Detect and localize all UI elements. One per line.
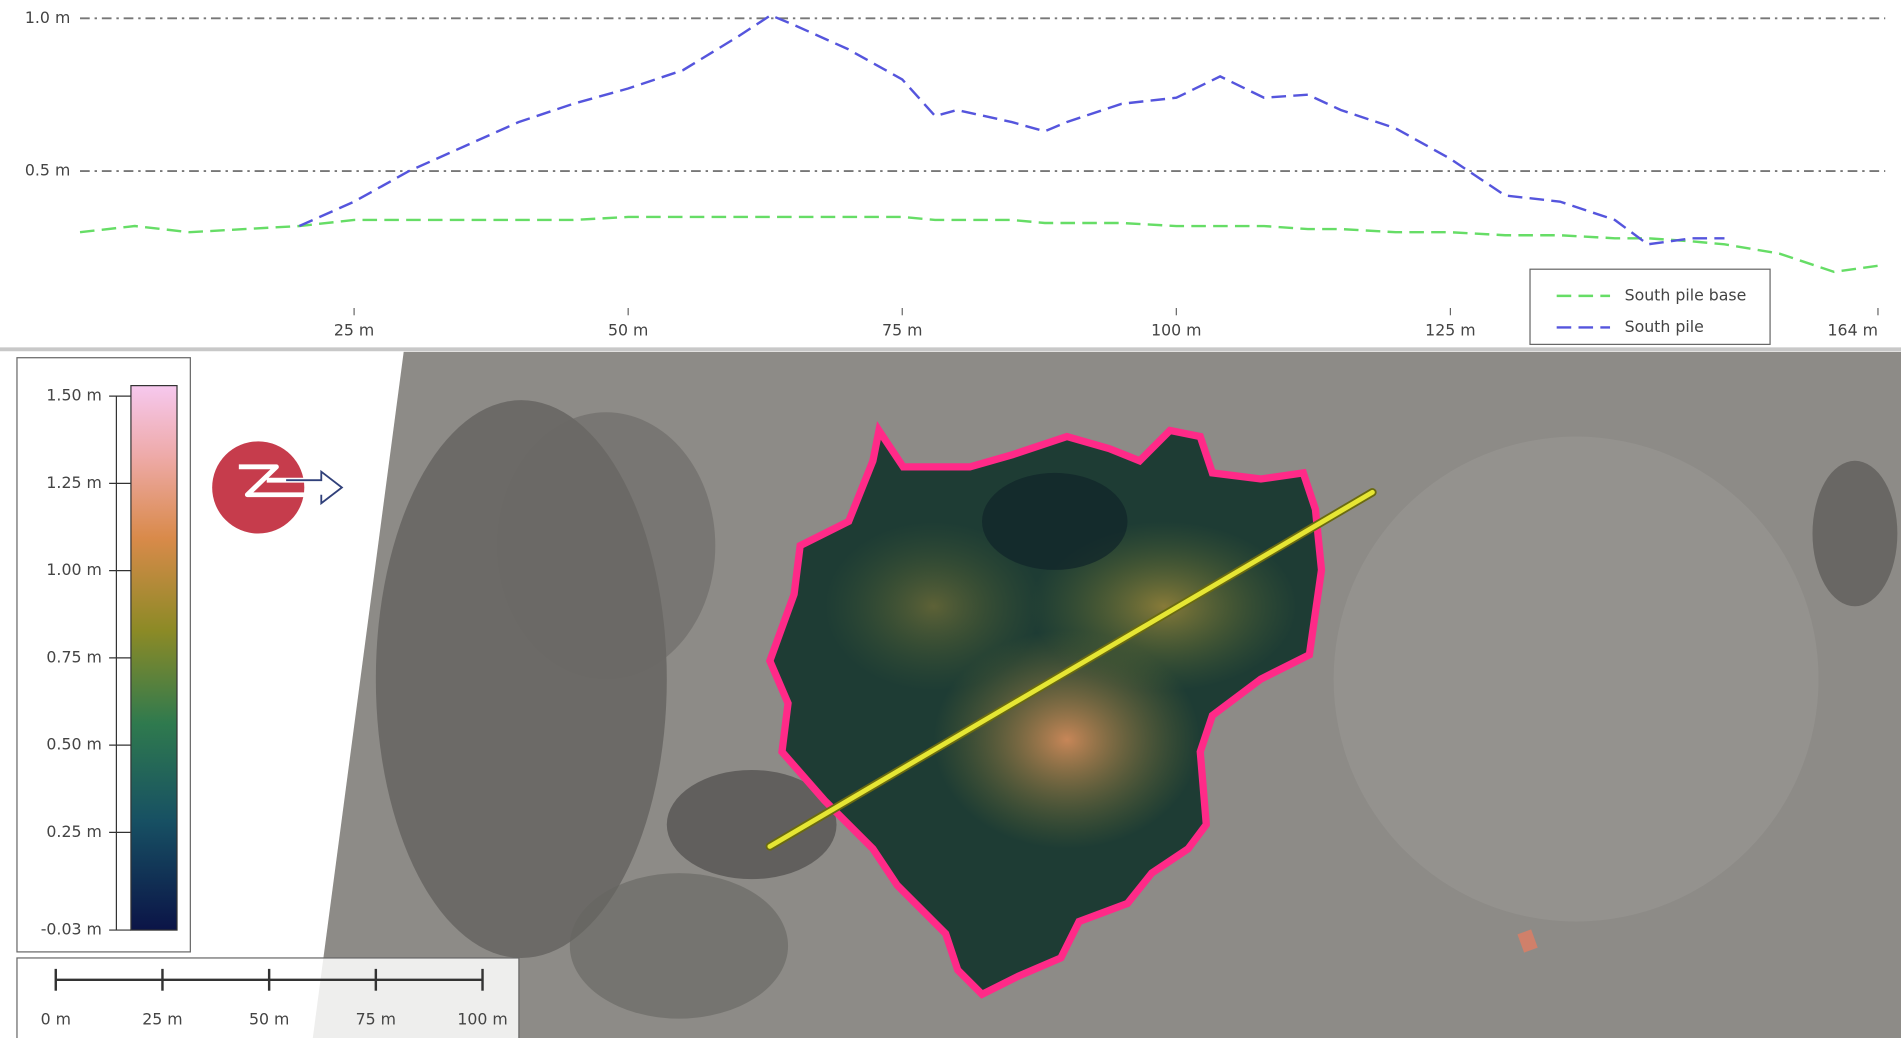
x-tick-label: 75 m: [882, 321, 922, 340]
scale-bar-label: 0 m: [41, 1009, 71, 1028]
x-tick-label: 25 m: [334, 321, 374, 340]
scale-bar-label: 25 m: [142, 1009, 182, 1028]
scale-bar-label: 100 m: [457, 1009, 507, 1028]
map-view: 1.50 m 1.25 m 1.00 m 0.75 m 0.50 m 0.25 m -0.0…: [0, 352, 1901, 1038]
colorbar-label: 1.50 m: [46, 386, 101, 405]
dark-terrain: [570, 873, 788, 1019]
colorbar-label: 0.50 m: [46, 735, 101, 754]
legend-label: South pile base: [1625, 285, 1747, 304]
x-tick-label: 50 m: [608, 321, 648, 340]
colorbar-label: -0.03 m: [41, 920, 102, 939]
scale-bar-label: 50 m: [249, 1009, 289, 1028]
colorbar-label: 0.75 m: [46, 647, 101, 666]
y-tick-label: 1.0 m: [25, 8, 70, 27]
colorbar-label: 0.25 m: [46, 822, 101, 841]
dark-terrain: [1812, 461, 1897, 607]
y-tick-label: 0.5 m: [25, 161, 70, 180]
colorbar-label: 1.25 m: [46, 473, 101, 492]
x-tick-label: 100 m: [1151, 321, 1201, 340]
x-tick-label: 125 m: [1425, 321, 1475, 340]
colorbar-label: 1.00 m: [46, 560, 101, 579]
colorbar-ramp: [131, 386, 177, 930]
x-tick-label: 164 m: [1828, 321, 1878, 340]
legend-label: South pile: [1625, 317, 1704, 336]
dark-terrain: [497, 412, 715, 679]
light-terrain: [1334, 437, 1819, 922]
scale-bar-label: 75 m: [356, 1009, 396, 1028]
screen: 0.5 m 1.0 m 25 m 50 m 75 m 100 m 125 m 164 m Sou…: [0, 0, 1901, 1038]
